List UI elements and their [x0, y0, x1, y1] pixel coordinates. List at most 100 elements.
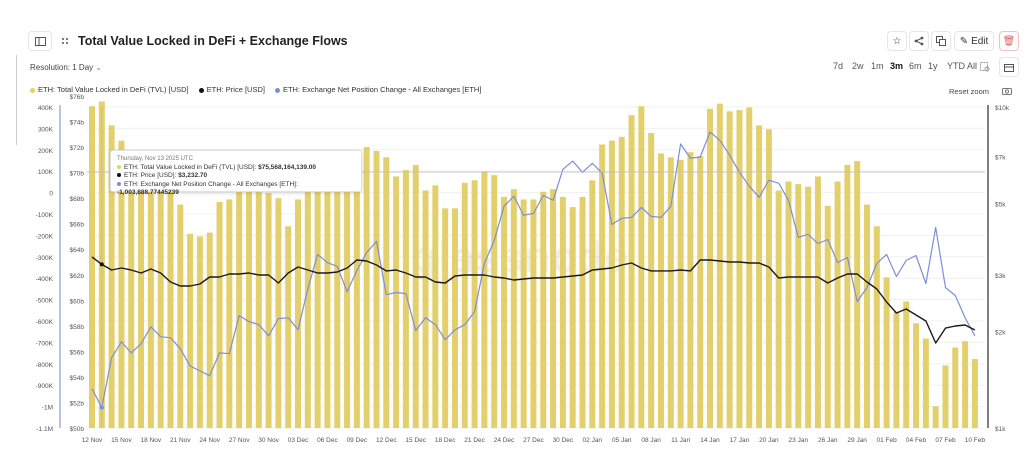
range-2w[interactable]: 2w — [852, 61, 864, 71]
tvl-bar[interactable] — [756, 125, 763, 428]
tvl-bar[interactable] — [795, 184, 802, 428]
range-1m[interactable]: 1m — [871, 61, 884, 71]
tvl-bar[interactable] — [569, 207, 576, 428]
calendar-button[interactable] — [999, 57, 1019, 77]
tvl-bar[interactable] — [677, 159, 684, 428]
tvl-bar[interactable] — [304, 171, 311, 429]
tvl-bar[interactable] — [108, 125, 115, 428]
reset-zoom-button[interactable]: Reset zoom — [949, 87, 990, 96]
tvl-bar[interactable] — [589, 180, 596, 428]
tvl-bar[interactable] — [628, 115, 635, 429]
tvl-bar[interactable] — [697, 156, 704, 428]
legend-item-tvl[interactable]: ETH: Total Value Locked in DeFi (TVL) [U… — [30, 85, 189, 94]
legend-item-flow[interactable]: ETH: Exchange Net Position Change - All … — [274, 85, 481, 94]
net-flow-line[interactable] — [91, 131, 976, 409]
tvl-bar[interactable] — [785, 181, 792, 428]
duplicate-button[interactable] — [931, 31, 951, 51]
tvl-bar[interactable] — [844, 164, 851, 428]
tvl-bar[interactable] — [442, 208, 449, 428]
tvl-bar[interactable] — [89, 106, 95, 428]
tvl-bar[interactable] — [157, 172, 164, 428]
range-ytd[interactable]: YTD — [947, 61, 965, 71]
tvl-bar[interactable] — [971, 359, 978, 428]
tvl-bar[interactable] — [962, 341, 969, 428]
tvl-bar[interactable] — [922, 338, 929, 428]
range-1y[interactable]: 1y — [928, 61, 938, 71]
tvl-bar[interactable] — [344, 181, 351, 428]
sidebar-toggle-button[interactable] — [28, 31, 52, 51]
tvl-bar[interactable] — [265, 193, 272, 428]
tvl-bar[interactable] — [540, 191, 547, 428]
tvl-bar[interactable] — [373, 150, 380, 428]
tvl-bar[interactable] — [530, 199, 537, 428]
tvl-bar[interactable] — [805, 186, 812, 428]
tvl-bar[interactable] — [932, 406, 939, 428]
tvl-bar[interactable] — [903, 301, 910, 428]
tvl-bar[interactable] — [324, 179, 331, 428]
tvl-bar[interactable] — [746, 107, 753, 428]
share-button[interactable] — [909, 31, 929, 51]
tvl-bar[interactable] — [206, 232, 213, 428]
tvl-bar[interactable] — [893, 311, 900, 428]
tvl-bar[interactable] — [471, 180, 478, 428]
tvl-bar[interactable] — [814, 176, 821, 428]
custom-range-icon[interactable] — [980, 62, 990, 72]
tvl-bar[interactable] — [687, 152, 694, 428]
tvl-bar[interactable] — [913, 323, 920, 428]
favorite-button[interactable]: ☆ — [887, 31, 907, 51]
tvl-bar[interactable] — [216, 201, 223, 428]
edit-button[interactable]: ✎ Edit — [954, 31, 994, 51]
tvl-bar[interactable] — [559, 196, 566, 428]
tvl-bar[interactable] — [726, 111, 733, 429]
tvl-bar[interactable] — [295, 199, 302, 428]
tvl-bar[interactable] — [942, 365, 949, 428]
drag-handle-icon[interactable] — [61, 37, 69, 45]
tvl-bar[interactable] — [353, 180, 360, 428]
tvl-bar[interactable] — [147, 180, 154, 428]
tvl-bar[interactable] — [393, 176, 400, 428]
tvl-bar[interactable] — [451, 208, 458, 428]
range-7d[interactable]: 7d — [833, 61, 844, 71]
tvl-bar[interactable] — [667, 157, 674, 429]
tvl-bar[interactable] — [510, 189, 517, 428]
tvl-bar[interactable] — [363, 147, 370, 429]
tvl-bar[interactable] — [128, 153, 135, 428]
tvl-bar[interactable] — [177, 204, 184, 428]
tvl-bar[interactable] — [608, 140, 615, 428]
tvl-bar[interactable] — [255, 180, 262, 428]
range-all[interactable]: All — [967, 61, 978, 71]
tvl-bar[interactable] — [245, 185, 252, 428]
tvl-bar[interactable] — [618, 136, 625, 428]
resolution-dropdown[interactable]: Resolution: 1 Day ⌄ — [30, 63, 102, 72]
tvl-bar[interactable] — [196, 236, 203, 428]
tvl-bar[interactable] — [501, 196, 508, 428]
range-3m[interactable]: 3m — [890, 61, 904, 71]
camera-icon[interactable] — [1002, 87, 1012, 95]
tvl-bar[interactable] — [952, 347, 959, 428]
tvl-bar[interactable] — [167, 172, 174, 428]
tvl-bar[interactable] — [520, 199, 527, 428]
tvl-bar[interactable] — [314, 172, 321, 428]
tvl-bar[interactable] — [883, 277, 890, 428]
tvl-bar[interactable] — [716, 103, 723, 429]
tvl-bar[interactable] — [481, 171, 488, 429]
tvl-bar[interactable] — [402, 170, 409, 429]
tvl-bar[interactable] — [775, 190, 782, 428]
tvl-bar[interactable] — [461, 182, 468, 428]
tvl-bar[interactable] — [226, 199, 233, 428]
range-6m[interactable]: 6m — [909, 61, 922, 71]
tvl-bar[interactable] — [736, 110, 743, 429]
tvl-bar[interactable] — [412, 164, 419, 428]
tvl-bar[interactable] — [863, 204, 870, 428]
tvl-bar[interactable] — [275, 198, 282, 428]
tvl-bar[interactable] — [824, 205, 831, 428]
price-line[interactable] — [91, 256, 976, 344]
tvl-bar[interactable] — [187, 233, 194, 428]
tvl-bar[interactable] — [334, 185, 341, 428]
tvl-bar[interactable] — [873, 226, 880, 428]
tvl-bar[interactable] — [138, 166, 145, 428]
tvl-bar[interactable] — [638, 106, 645, 428]
tvl-bar[interactable] — [422, 190, 429, 428]
tvl-bar[interactable] — [765, 129, 772, 428]
